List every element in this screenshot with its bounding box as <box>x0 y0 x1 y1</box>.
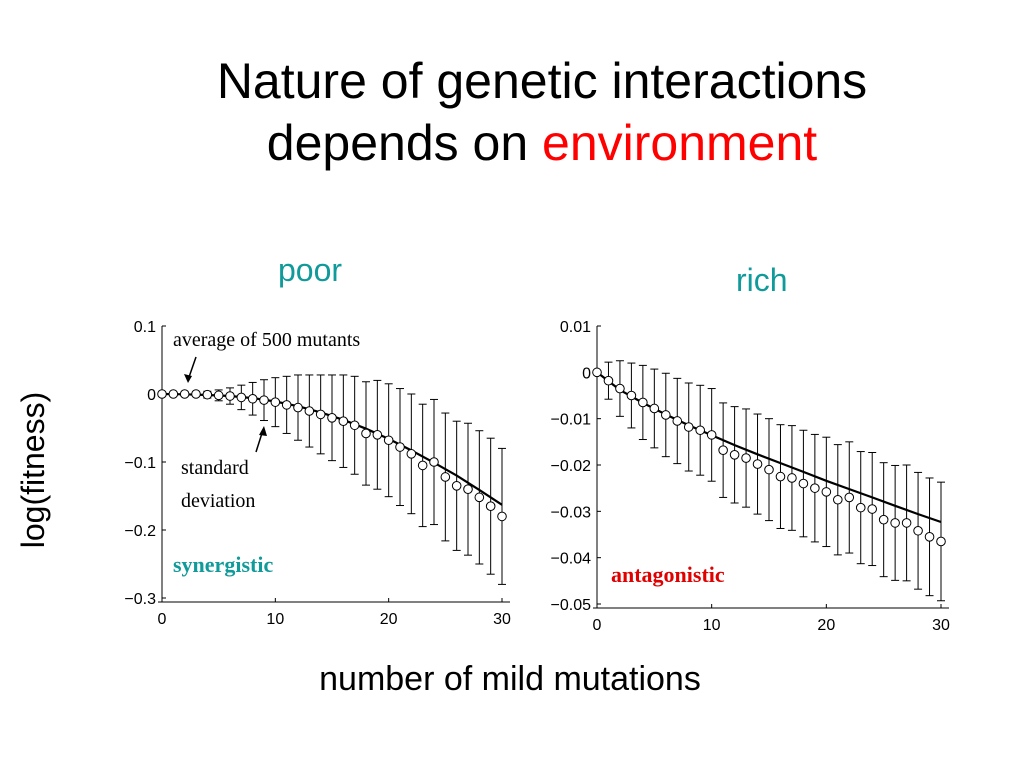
chart1-data-point <box>225 391 235 401</box>
regime-antagonistic: antagonistic <box>611 562 725 587</box>
chart1-y-tick-label: 0.1 <box>134 319 156 336</box>
chart1-data-point <box>451 481 462 491</box>
chart1-data-point <box>179 389 190 399</box>
chart2-data-point <box>787 473 797 483</box>
chart1-data-point <box>361 428 371 439</box>
chart1-data-point <box>327 413 337 423</box>
title-line-2: depends on environment <box>0 112 1024 174</box>
regime-synergistic: synergistic <box>173 552 273 577</box>
chart1-x-tick-label: 10 <box>266 611 284 628</box>
chart1-data-point <box>338 416 349 427</box>
chart2-data-point <box>706 430 717 440</box>
chart1-y-tick-label: −0.2 <box>124 523 156 540</box>
chart2-data-point <box>649 403 660 414</box>
chart2-x-tick-label: 10 <box>703 617 721 634</box>
chart2-data-point <box>878 514 889 525</box>
chart1-data-point <box>157 389 167 399</box>
chart2-data-point <box>672 416 683 426</box>
chart1-data-point <box>497 511 507 522</box>
chart1-data-point <box>293 402 303 413</box>
chart2-data-point <box>867 504 878 514</box>
x-axis-label: number of mild mutations <box>319 660 701 698</box>
chart1-x-tick-label: 30 <box>493 611 511 628</box>
annotation-average-arrowhead <box>184 374 192 383</box>
chart1-data-point <box>349 420 360 431</box>
chart1-data-point <box>247 393 258 404</box>
chart1-data-point <box>485 501 496 512</box>
chart2-data-point <box>764 464 774 475</box>
chart2-data-point <box>683 422 694 432</box>
chart1-data-point <box>417 460 428 471</box>
chart1-y-tick-label: 0 <box>147 387 156 404</box>
chart2-y-tick-label: −0.02 <box>551 458 592 475</box>
title-line-2-prefix: depends on <box>266 115 543 171</box>
chart2-data-point <box>936 536 946 547</box>
chart2-data-point <box>810 483 820 493</box>
chart1-data-point <box>395 442 405 452</box>
chart1-data-point <box>191 389 201 399</box>
annotation-std-arrowhead <box>259 426 267 436</box>
chart1-data-point <box>383 435 394 446</box>
chart1-x-tick-label: 0 <box>158 611 167 628</box>
annotation-std-line2: deviation <box>181 490 255 512</box>
chart1-data-point <box>168 389 179 399</box>
chart2-data-point <box>729 450 740 460</box>
chart1-data-point <box>463 484 473 495</box>
chart2-data-point <box>603 375 614 386</box>
chart2-data-point <box>741 453 751 463</box>
annotation-average: average of 500 mutants <box>173 329 360 351</box>
title-highlight: environment <box>542 115 818 171</box>
chart2-data-point <box>695 425 706 436</box>
chart1-y-tick-label: −0.3 <box>124 591 156 608</box>
annotation-std-line1: standard <box>181 457 249 479</box>
chart1-data-point <box>304 406 315 416</box>
chart1-data-point <box>440 472 451 482</box>
chart2-data-point <box>775 471 786 482</box>
chart1-data-point <box>202 389 213 400</box>
chart2-data-point <box>798 478 809 489</box>
chart2-data-point <box>833 494 843 505</box>
chart2-data-point <box>913 525 923 536</box>
chart2-data-point <box>821 487 832 497</box>
chart2-y-tick-label: −0.04 <box>551 551 592 568</box>
chart1-data-point <box>315 409 326 420</box>
chart2-y-tick-label: 0 <box>582 365 591 382</box>
chart2-data-point <box>844 492 855 503</box>
chart2-data-point <box>615 383 625 394</box>
slide-title: Nature of genetic interactions depends o… <box>0 50 1024 174</box>
panel-label-rich: rich <box>736 262 788 298</box>
chart1-data-point <box>429 457 439 467</box>
chart2-data-point <box>924 532 935 542</box>
chart2-data-point <box>901 518 912 528</box>
chart1-data-point <box>236 392 247 403</box>
chart2-y-tick-label: −0.03 <box>551 504 592 521</box>
chart2-data-point <box>661 410 671 420</box>
chart1-data-point <box>259 395 269 405</box>
chart2-data-point <box>752 459 763 469</box>
chart1-y-tick-label: −0.1 <box>124 455 156 472</box>
chart1-data-point <box>270 397 281 407</box>
chart2-x-tick-label: 30 <box>932 617 950 634</box>
chart2-data-point <box>626 390 637 401</box>
chart2-data-point <box>718 445 728 455</box>
chart1-data-point <box>281 400 292 410</box>
chart1-x-tick-label: 20 <box>380 611 398 628</box>
chart2-data-point <box>592 367 602 378</box>
chart2-x-tick-label: 0 <box>593 617 602 634</box>
chart2-y-tick-label: −0.01 <box>551 412 592 429</box>
chart2-data-point <box>890 518 900 528</box>
title-line-1: Nature of genetic interactions <box>216 53 868 109</box>
chart1-data-point <box>213 390 224 401</box>
chart2-data-point <box>855 502 866 513</box>
chart2-data-point <box>638 397 648 408</box>
chart2-y-tick-label: −0.05 <box>551 597 592 614</box>
chart1-data-point <box>474 492 485 503</box>
chart1-data-point <box>406 449 417 459</box>
chart2-x-tick-label: 20 <box>817 617 835 634</box>
chart1-data-point <box>372 430 383 440</box>
panel-label-poor: poor <box>278 252 343 288</box>
chart2-y-tick-label: 0.01 <box>560 319 591 336</box>
